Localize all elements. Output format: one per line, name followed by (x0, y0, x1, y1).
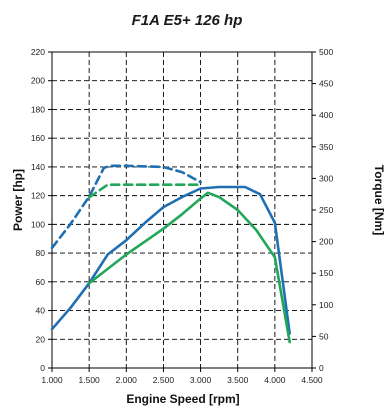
y-tick-label: 60 (36, 277, 46, 287)
torque-line-3 (87, 183, 202, 199)
y-tick-label: 140 (31, 162, 45, 172)
y2-tick-label: 50 (319, 331, 329, 341)
power-line-1 (87, 191, 292, 344)
chart-title: F1A E5+ 126 hp (132, 12, 243, 29)
y2-axis-label: Torque [Nm] (372, 165, 386, 235)
x-tick-label: 1.000 (41, 375, 63, 385)
y2-tick-label: 300 (319, 173, 333, 183)
y-tick-label: 200 (31, 76, 45, 86)
x-tick-label: 4.000 (264, 375, 286, 385)
x-tick-label: 2.500 (153, 375, 175, 385)
series-group (50, 164, 292, 344)
y2-tick-label: 100 (319, 300, 333, 310)
torque-line-2 (50, 164, 202, 250)
y2-tick-label: 400 (319, 110, 333, 120)
y2-tick-label: 150 (319, 268, 333, 278)
y-tick-label: 220 (31, 47, 45, 57)
y2-tick-label: 0 (319, 363, 324, 373)
power-line-0 (50, 185, 292, 335)
tick-labels: 1.000 1.500 2.000 2.500 3.000 3.500 4.000 4.500… (31, 47, 334, 385)
x-tick-label: 3.500 (227, 375, 249, 385)
y2-tick-label: 350 (319, 142, 333, 152)
y-tick-label: 80 (36, 248, 46, 258)
y2-tick-label: 250 (319, 205, 333, 215)
x-tick-label: 3.000 (190, 375, 212, 385)
y2-tick-label: 450 (319, 79, 333, 89)
y2-tick-label: 200 (319, 237, 333, 247)
y-tick-label: 160 (31, 133, 45, 143)
plot-frame (51, 51, 313, 369)
y-tick-label: 40 (36, 306, 46, 316)
y-axis-label: Power [hp] (11, 169, 25, 231)
y-tick-label: 120 (31, 191, 45, 201)
y-tick-label: 180 (31, 104, 45, 114)
y-tick-label: 100 (31, 219, 45, 229)
y2-tick-label: 500 (319, 47, 333, 57)
x-tick-label: 1.500 (79, 375, 101, 385)
x-tick-label: 2.000 (116, 375, 138, 385)
y-tick-label: 20 (36, 334, 46, 344)
x-tick-label: 4.500 (301, 375, 323, 385)
y-tick-label: 0 (40, 363, 45, 373)
x-axis-label: Engine Speed [rpm] (126, 392, 239, 406)
grid (51, 51, 313, 369)
